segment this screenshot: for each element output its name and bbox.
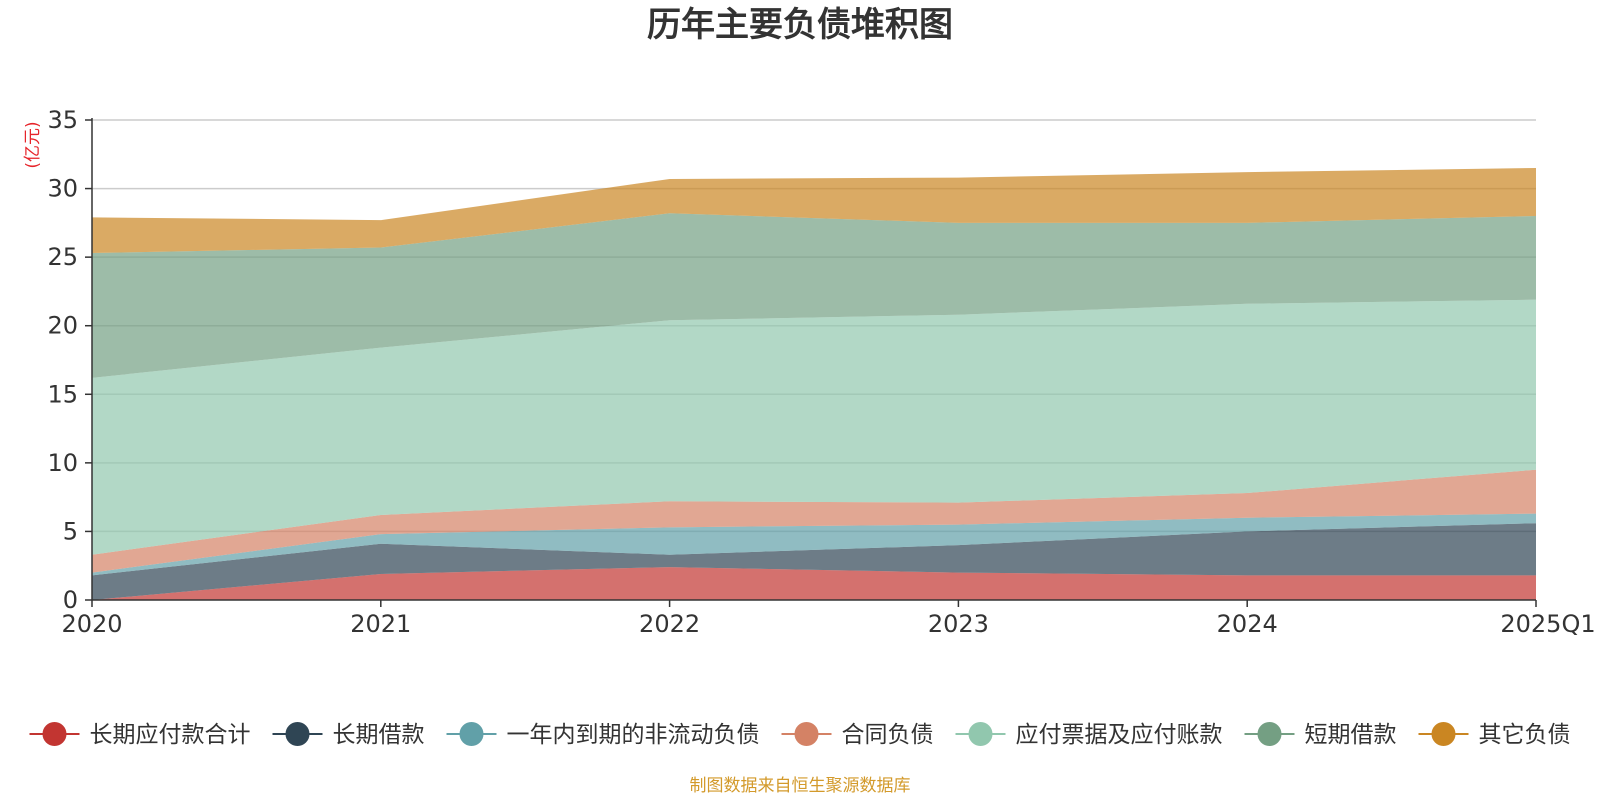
chart-title: 历年主要负债堆积图 [647,5,953,45]
legend-label: 其它负债 [1479,722,1571,748]
area-series-layer [92,168,1536,600]
legend-marker-icon [459,722,484,746]
legend-label: 长期借款 [333,722,425,748]
legend-label: 一年内到期的非流动负债 [507,722,760,748]
y-tick-label: 20 [47,312,78,340]
y-tick-label: 30 [47,175,78,203]
x-tick-label: 2025Q1 [1500,610,1595,638]
source-note: 制图数据来自恒生聚源数据库 [690,776,911,796]
legend-marker-icon [285,722,310,746]
legend-item-5[interactable]: 短期借款 [1244,722,1397,748]
axes: 0 5 10 15 20 25 30 35 2020 2021 2022 2023 2024 2025Q1 [47,106,1595,638]
legend-label: 短期借款 [1305,722,1397,748]
legend-marker-icon [968,722,993,746]
legend-label: 应付票据及应付账款 [1016,722,1223,748]
legend-item-2[interactable]: 一年内到期的非流动负债 [446,722,760,748]
area-series-3 [92,469,1536,573]
legend-item-6[interactable]: 其它负债 [1418,722,1571,748]
y-tick-label: 15 [47,380,78,408]
legend-item-1[interactable]: 长期借款 [272,722,425,748]
legend-marker-icon [794,722,819,746]
legend-marker-icon [1431,722,1456,746]
y-tick-label: 35 [47,106,78,134]
legend-label: 长期应付款合计 [90,722,251,748]
legend-item-3[interactable]: 合同负债 [781,722,934,748]
y-tick-label: 25 [47,243,78,271]
x-tick-label: 2023 [928,610,989,638]
area-series-1 [92,523,1536,600]
legend-marker-icon [1257,722,1282,746]
legend-marker-icon [42,722,67,746]
x-tick-label: 2024 [1217,610,1278,638]
legend-item-0[interactable]: 长期应付款合计 [29,722,251,748]
y-tick-label: 10 [47,449,78,477]
area-series-6 [92,168,1536,254]
x-tick-label: 2021 [350,610,411,638]
y-axis-unit-label: (亿元) [23,121,43,168]
area-series-5 [92,213,1536,378]
legend-item-4[interactable]: 应付票据及应付账款 [955,722,1223,748]
x-tick-label: 2020 [61,610,122,638]
legend: 长期应付款合计 长期借款 一年内到期的非流动负债 合同负债 应付票据及应付账款 短期借款 其… [29,722,1571,748]
y-tick-label: 0 [63,586,78,614]
area-series-4 [92,299,1536,555]
area-series-2 [92,513,1536,576]
legend-label: 合同负债 [842,722,934,748]
area-series-0 [92,567,1536,600]
y-tick-label: 5 [63,517,78,545]
x-tick-label: 2022 [639,610,700,638]
